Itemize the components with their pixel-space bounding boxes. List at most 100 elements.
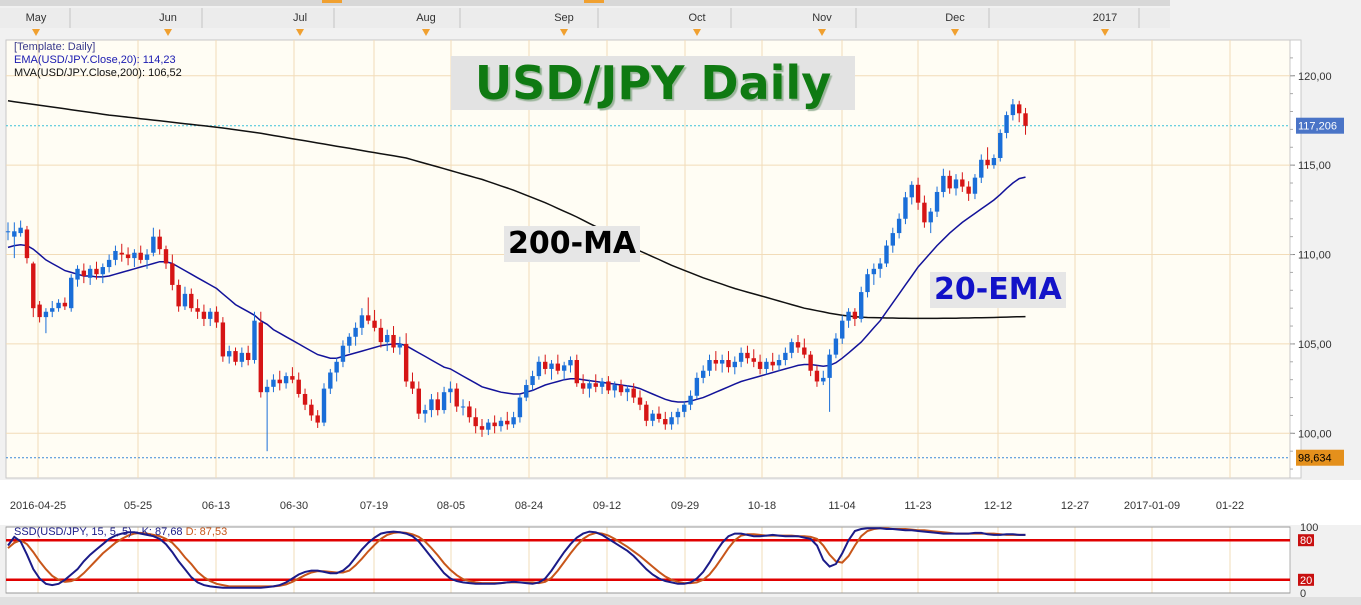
- candle-body: [599, 381, 605, 387]
- candle: [960, 172, 965, 192]
- scroll-marker: [322, 0, 342, 3]
- candle-body: [315, 415, 320, 423]
- candle-body: [144, 254, 150, 260]
- oscillator-axis-label: 80: [1300, 535, 1312, 547]
- date-axis-panel: [0, 480, 1361, 525]
- candle-body: [479, 426, 485, 430]
- oscillator-axis-label: 0: [1300, 588, 1306, 600]
- price-marker-label: 98,634: [1298, 453, 1332, 465]
- candle: [492, 415, 497, 434]
- candle: [467, 401, 472, 423]
- candle: [808, 351, 813, 377]
- candle: [37, 301, 42, 323]
- candle: [309, 399, 314, 421]
- candle: [170, 254, 175, 291]
- candle-body: [972, 177, 978, 194]
- candle: [372, 309, 377, 332]
- candle: [94, 261, 99, 280]
- date-tick-label: 06-13: [202, 500, 230, 512]
- candle-body: [239, 352, 245, 362]
- candle-body: [195, 308, 200, 312]
- month-bar: [0, 8, 1170, 28]
- candle-body: [391, 334, 396, 348]
- date-tick-label: 07-19: [360, 500, 388, 512]
- candle: [12, 222, 17, 259]
- candle: [302, 388, 308, 411]
- oscillator-axis-label: 100: [1300, 522, 1318, 534]
- candle: [189, 288, 194, 312]
- candle-body: [859, 292, 864, 319]
- candle-body: [852, 311, 858, 319]
- candle: [1004, 111, 1009, 139]
- bottom-scrollbar: [0, 597, 1361, 605]
- candle: [549, 360, 554, 380]
- candle: [530, 370, 535, 391]
- candle: [100, 263, 105, 284]
- candle: [953, 174, 959, 196]
- candle: [385, 329, 390, 352]
- month-marker: [1101, 29, 1109, 36]
- candle-body: [783, 352, 788, 361]
- candle-body: [75, 268, 80, 280]
- candle: [757, 354, 763, 375]
- candle: [827, 349, 832, 412]
- date-tick-label: 12-12: [984, 500, 1012, 512]
- price-marker-label: 117,206: [1298, 121, 1337, 133]
- candle: [486, 419, 491, 436]
- date-tick-label: 09-29: [671, 500, 699, 512]
- oscillator-d: D: 87,53: [185, 526, 228, 538]
- candle-body: [321, 388, 327, 423]
- candle-body: [448, 388, 453, 393]
- candle-body: [909, 184, 914, 198]
- candle-body: [12, 231, 17, 237]
- candle-body: [100, 267, 105, 275]
- price-marker-badge: [1296, 449, 1344, 466]
- candle-body: [840, 320, 845, 339]
- candle-body: [460, 406, 466, 408]
- month-label: Sep: [554, 12, 574, 24]
- candle-body: [827, 354, 832, 378]
- candle: [934, 186, 940, 217]
- candle: [846, 308, 851, 328]
- price-axis-panel: [1289, 39, 1302, 479]
- candle: [479, 419, 485, 437]
- candle-body: [511, 417, 516, 425]
- candle-body: [688, 395, 693, 405]
- candle: [239, 347, 245, 368]
- candle: [340, 340, 346, 368]
- candle-body: [37, 304, 42, 318]
- candle-body: [561, 365, 567, 371]
- candle-body: [353, 327, 358, 337]
- candle: [644, 401, 649, 427]
- candle-body: [24, 229, 30, 259]
- month-label: Jul: [293, 12, 307, 24]
- date-tick-label: 06-30: [280, 500, 308, 512]
- candle-body: [625, 388, 630, 393]
- month-marker: [693, 29, 701, 36]
- candle-body: [498, 420, 504, 427]
- candle-body: [947, 175, 952, 189]
- candle: [473, 408, 478, 434]
- date-tick-label: 01-22: [1216, 500, 1244, 512]
- candle: [599, 377, 605, 394]
- candle-body: [650, 413, 655, 421]
- candle-body: [208, 311, 213, 319]
- candle-body: [410, 381, 415, 389]
- candle: [505, 411, 510, 430]
- candle-body: [884, 245, 889, 264]
- candle-body: [574, 360, 579, 384]
- candle-body: [1023, 113, 1028, 126]
- candle: [511, 411, 516, 428]
- candle: [296, 372, 301, 398]
- candle-body: [606, 381, 611, 391]
- legend-mva: MVA(USD/JPY.Close,200): 106,52: [14, 67, 182, 79]
- candle-body: [802, 347, 807, 355]
- candle-body: [833, 338, 839, 355]
- candle-body: [227, 351, 232, 357]
- candle: [410, 372, 415, 394]
- candle: [821, 370, 826, 386]
- candle-body: [505, 420, 510, 425]
- candle-body: [656, 413, 662, 420]
- candle: [271, 374, 276, 393]
- candle-body: [163, 249, 169, 264]
